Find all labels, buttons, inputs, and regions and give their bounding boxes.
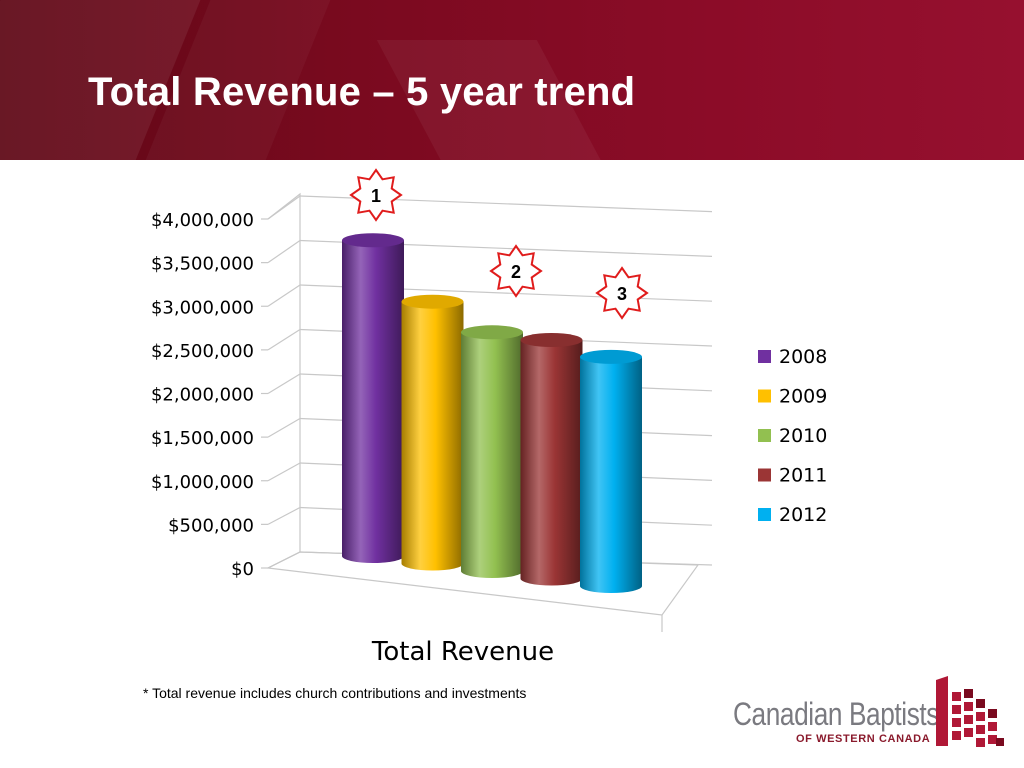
gridline-side [267,551,301,569]
bar-body [461,332,523,578]
chart-legend: 2008 2009 2010 2011 2012 [758,346,827,526]
footnote: * Total revenue includes church contribu… [143,685,527,701]
badge-label: 2 [511,262,521,282]
bar-2009 [401,294,464,571]
badge-label: 3 [617,284,627,304]
gridline-side [267,328,301,351]
y-tick-label: $4,000,000 [151,210,254,231]
bar-top [342,233,404,248]
chart-bars [342,233,642,593]
building-blocks-icon [936,676,1004,747]
gridline-side [267,373,301,395]
bar-body [520,340,583,586]
y-tick-label: $0 [231,559,254,580]
gridline-side [267,506,301,525]
legend-label-2009: 2009 [779,386,827,408]
bar-2011 [520,333,583,586]
logo-name: Canadian Baptists [733,696,939,732]
bar-top [520,333,583,348]
legend-swatch [758,350,771,363]
y-tick-label: $2,000,000 [151,385,254,406]
logo-subtitle: OF WESTERN CANADA [796,733,931,745]
bar-body [401,301,464,571]
gridline-side [267,462,301,482]
legend-swatch [758,508,771,521]
legend-swatch [758,429,771,442]
gridline-side [267,195,301,220]
bar-2012 [580,349,642,593]
x-axis-label: Total Revenue [371,637,554,667]
bar-top [580,349,642,364]
legend-swatch [758,389,771,403]
y-tick-label: $1,500,000 [151,428,254,449]
bar-2008 [342,233,404,563]
y-tick-label: $2,500,000 [151,341,254,362]
bar-body [342,240,404,563]
star-badge-icon [595,266,649,320]
chart-annotations: 1 2 3 [349,168,649,320]
bar-top [401,294,464,309]
badge-label: 1 [371,186,381,206]
gridline-side [267,417,301,438]
legend-label-2008: 2008 [779,346,827,368]
bar-2010 [461,325,523,578]
bar-top [461,325,523,340]
y-tick-label: $3,000,000 [151,297,254,318]
y-tick-label: $1,000,000 [151,472,254,493]
star-badge-icon [489,244,543,298]
side-wall [267,192,301,569]
rank-badge-1: 1 [349,168,403,222]
y-axis: $0 $500,000 $1,000,000 $1,500,000 $2,000,000… [151,210,268,580]
legend-label-2011: 2011 [779,465,827,487]
gridline-side [267,240,301,264]
slide-header: Total Revenue – 5 year trend [0,0,1024,160]
y-tick-label: $3,500,000 [151,254,254,275]
legend-label-2010: 2010 [779,425,827,447]
star-badge-icon [349,168,403,222]
y-tick-label: $500,000 [168,515,254,536]
gridline-side [267,284,301,307]
logo: Canadian Baptists OF WESTERN CANADA [730,676,1010,752]
rank-badge-3: 3 [595,266,649,320]
page-title: Total Revenue – 5 year trend [88,70,636,114]
legend-swatch [758,468,771,482]
bar-body [580,356,642,593]
rank-badge-2: 2 [489,244,543,298]
legend-label-2012: 2012 [779,504,827,526]
